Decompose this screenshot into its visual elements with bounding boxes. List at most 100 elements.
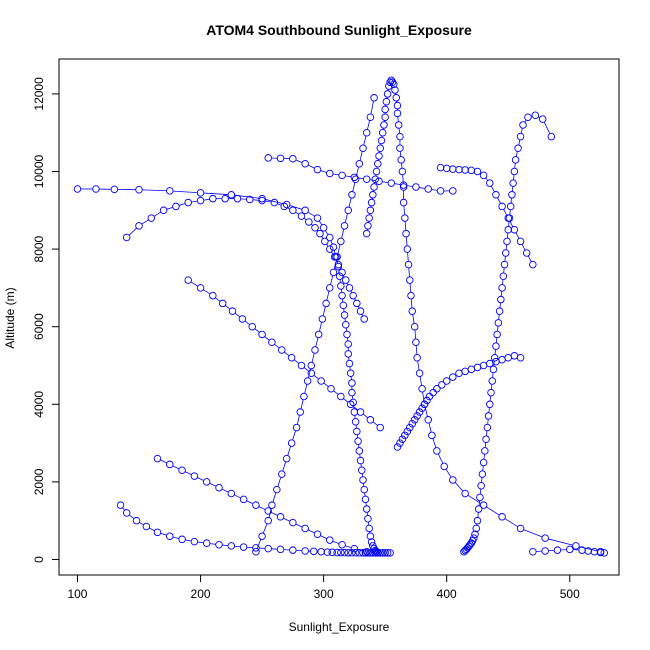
- data-point: [498, 202, 506, 211]
- data-point: [116, 501, 125, 509]
- series-segment: [403, 205, 405, 215]
- data-point: [371, 175, 380, 184]
- data-point: [461, 546, 469, 555]
- series-11: [153, 454, 371, 556]
- data-point: [264, 154, 272, 162]
- data-point: [393, 109, 402, 118]
- series-segment: [398, 128, 400, 134]
- data-point: [415, 408, 424, 416]
- y-axis: 0 2000 4000 6000 8000 10000 12000: [32, 77, 59, 563]
- data-point: [292, 423, 301, 432]
- data-point: [350, 544, 359, 553]
- data-point: [278, 470, 286, 478]
- x-tick-label: 500: [560, 587, 580, 601]
- data-point: [344, 548, 352, 557]
- series-segment: [330, 275, 334, 285]
- data-point: [366, 206, 375, 215]
- series-segment: [244, 320, 250, 325]
- series-segment: [518, 139, 521, 146]
- plot-frame: [58, 58, 620, 576]
- data-point: [538, 115, 547, 123]
- data-point: [429, 388, 437, 397]
- data-point: [238, 315, 247, 323]
- data-point: [311, 346, 319, 354]
- series-segment: [320, 535, 327, 540]
- series-segment: [307, 164, 315, 169]
- data-point: [326, 233, 334, 242]
- data-point: [511, 156, 520, 164]
- data-point: [322, 299, 330, 308]
- series-segment: [325, 230, 329, 235]
- data-point: [398, 435, 407, 443]
- data-point: [508, 191, 516, 199]
- data-point: [497, 295, 505, 304]
- data-point: [438, 381, 446, 389]
- series-segment: [503, 209, 508, 216]
- data-point: [529, 547, 537, 556]
- data-point: [398, 167, 407, 176]
- series-2: [73, 185, 382, 557]
- data-point: [166, 460, 174, 469]
- series-segment: [341, 228, 345, 239]
- series-segment: [369, 179, 376, 182]
- data-point: [268, 338, 276, 346]
- data-point: [390, 80, 398, 88]
- series-segment: [428, 422, 432, 433]
- data-point: [221, 194, 229, 203]
- data-point: [406, 423, 414, 432]
- data-point: [246, 195, 254, 204]
- y-tick-label: 6000: [32, 313, 46, 340]
- series-segment: [488, 407, 490, 413]
- data-point: [372, 167, 381, 176]
- data-point: [209, 291, 217, 300]
- data-point: [473, 516, 482, 525]
- data-point: [479, 171, 488, 180]
- data-point: [289, 206, 297, 215]
- series-segment: [344, 213, 348, 223]
- data-point: [344, 206, 352, 215]
- data-point: [359, 549, 367, 557]
- data-point: [215, 540, 223, 549]
- data-point: [316, 229, 324, 238]
- data-point: [319, 224, 328, 232]
- series-segment: [153, 211, 162, 217]
- data-point: [481, 447, 489, 455]
- data-point: [264, 544, 272, 553]
- data-point: [370, 94, 378, 102]
- data-point: [239, 543, 248, 551]
- series-segment: [209, 482, 217, 487]
- series-segment: [382, 181, 389, 184]
- y-tick-label: 8000: [32, 235, 46, 262]
- data-point: [340, 548, 349, 557]
- data-point: [374, 160, 382, 168]
- data-point: [289, 518, 297, 527]
- data-point: [449, 476, 457, 484]
- data-point: [547, 132, 556, 141]
- data-point: [386, 78, 394, 87]
- series-segment: [454, 482, 464, 492]
- data-point: [387, 179, 396, 187]
- series-segment: [404, 221, 407, 231]
- series-segment: [508, 221, 510, 227]
- data-point: [218, 299, 227, 308]
- series-segment: [352, 182, 356, 192]
- series-segment: [172, 536, 179, 539]
- data-point: [166, 532, 174, 540]
- data-point: [313, 530, 322, 539]
- data-point: [215, 483, 223, 492]
- data-point: [360, 315, 368, 323]
- data-point: [436, 163, 445, 172]
- data-point: [358, 466, 366, 474]
- data-point: [413, 412, 421, 420]
- series-segment: [234, 494, 241, 499]
- series-segment: [482, 465, 484, 471]
- data-point: [479, 501, 488, 509]
- series-segment: [323, 382, 329, 388]
- data-point: [300, 392, 308, 401]
- series-segment: [348, 197, 352, 208]
- series-segment: [319, 322, 323, 332]
- data-point: [600, 549, 608, 557]
- data-point: [264, 516, 272, 525]
- data-point: [73, 185, 82, 193]
- data-point: [258, 532, 266, 540]
